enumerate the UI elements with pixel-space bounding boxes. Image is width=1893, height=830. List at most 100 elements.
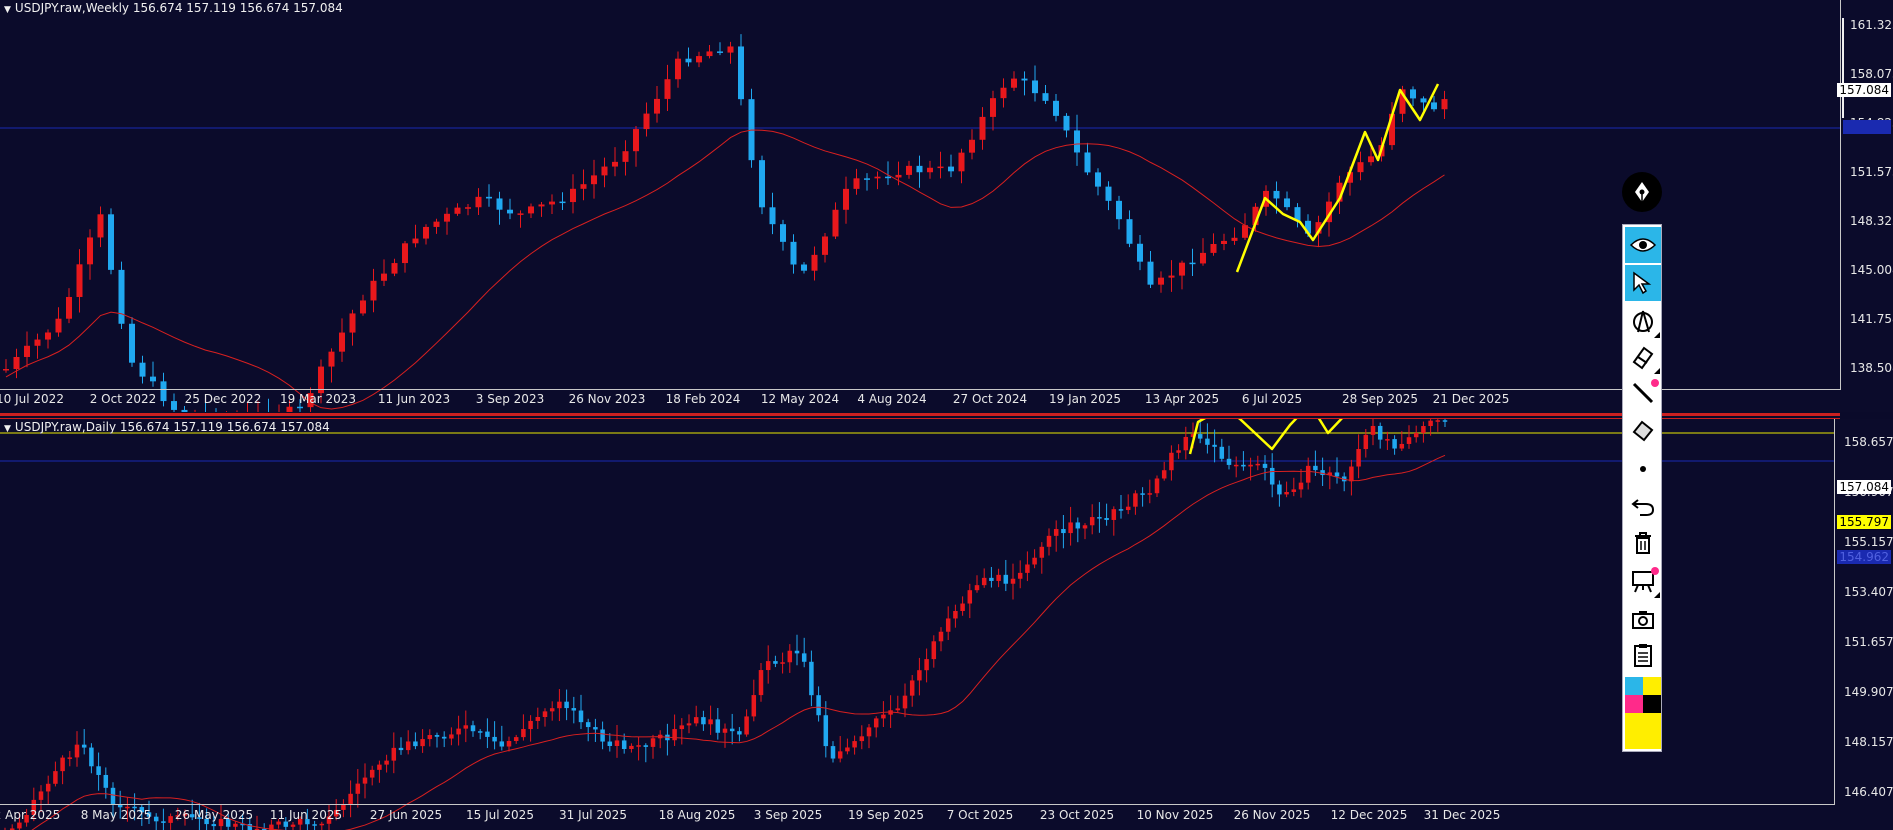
candle-body	[160, 381, 167, 402]
candle-body	[87, 237, 93, 265]
candle-body	[182, 814, 188, 816]
daily-candle-plot[interactable]	[0, 419, 1893, 830]
candle-body	[1431, 102, 1437, 110]
weekly-candle-plot[interactable]	[0, 0, 1893, 412]
pen-logo-icon[interactable]	[1622, 172, 1662, 212]
candle-body	[449, 734, 454, 739]
trash-icon[interactable]	[1625, 525, 1661, 561]
candle-body	[45, 783, 51, 792]
candle-body	[549, 201, 555, 205]
x-axis-tick: 11 Jun 2025	[269, 808, 343, 822]
x-axis-tick: 3 Sep 2025	[753, 808, 823, 822]
candle-body	[578, 710, 584, 723]
candle-body	[559, 201, 566, 204]
drawn-zigzag-annotation[interactable]	[1235, 83, 1440, 273]
candle-body	[1248, 464, 1253, 467]
candle-body	[1370, 425, 1376, 435]
collapse-triangle-icon[interactable]: ▼	[4, 424, 11, 434]
candle-body	[333, 809, 339, 817]
drawn-zigzag-annotation[interactable]	[1188, 419, 1432, 455]
candle-body	[1284, 491, 1289, 495]
y-axis-tick: 151.573	[1850, 165, 1893, 179]
candle-body	[931, 641, 937, 660]
current-color-yellow[interactable]	[1625, 713, 1661, 749]
candle-body	[1089, 517, 1095, 526]
color-swatch-yellow[interactable]	[1643, 677, 1661, 695]
candle-body	[269, 824, 274, 830]
color-palette[interactable]	[1625, 677, 1661, 749]
undo-icon[interactable]	[1625, 487, 1661, 523]
x-axis-tick: 25 Dec 2022	[184, 392, 262, 406]
candle-body	[1137, 243, 1143, 262]
candle-body	[240, 823, 245, 826]
candle-body	[751, 695, 757, 717]
candle-body	[1200, 252, 1206, 264]
candle-body	[433, 221, 440, 227]
clipboard-icon[interactable]	[1625, 637, 1661, 673]
line-tool-icon[interactable]	[1625, 375, 1661, 411]
board-icon[interactable]	[1625, 563, 1661, 599]
candle-body	[701, 717, 706, 725]
color-swatch-black[interactable]	[1643, 695, 1661, 713]
color-swatch-magenta[interactable]	[1625, 695, 1643, 713]
candle-body	[1095, 172, 1101, 187]
x-axis-tick: 12 May 2024	[760, 392, 840, 406]
weekly-title-text: USDJPY.raw,Weekly 156.674 157.119 156.67…	[14, 1, 343, 15]
candle-body	[715, 719, 721, 733]
candle-body	[654, 98, 660, 114]
candle-body	[1255, 463, 1261, 466]
cursor-icon[interactable]	[1625, 265, 1661, 301]
candle-body	[1262, 463, 1268, 468]
daily-chart-panel[interactable]: ▼ USDJPY.raw,Daily 156.674 157.119 156.67…	[0, 419, 1893, 830]
candle-body	[318, 366, 324, 394]
candle-body	[607, 741, 613, 746]
candle-body	[218, 818, 224, 827]
daily-x-axis-line	[0, 804, 1834, 805]
y-axis-tick: 138.508	[1850, 361, 1893, 375]
candle-body	[413, 741, 418, 747]
candle-body	[328, 351, 335, 367]
candle-body	[1385, 439, 1390, 441]
candle-body	[1349, 466, 1354, 482]
candle-body	[633, 129, 639, 152]
candle-body	[759, 160, 765, 208]
x-axis-tick: 13 Apr 2025	[1144, 392, 1220, 406]
candle-body	[974, 585, 980, 591]
drawing-toolbar	[1622, 224, 1662, 752]
candle-body	[717, 51, 723, 53]
candle-body	[1032, 80, 1038, 94]
highlighter-icon[interactable]	[1625, 413, 1661, 449]
candle-body	[909, 680, 915, 696]
camera-icon[interactable]	[1625, 601, 1661, 637]
candle-body	[953, 611, 958, 619]
candle-body	[307, 393, 314, 408]
candle-body	[832, 209, 839, 237]
candle-body	[1377, 425, 1383, 440]
daily-title-text: USDJPY.raw,Daily 156.674 157.119 156.674…	[14, 420, 330, 434]
weekly-chart-panel[interactable]: ▼ USDJPY.raw,Weekly 156.674 157.119 156.6…	[0, 0, 1893, 412]
candle-body	[441, 736, 447, 739]
candle-body	[1176, 450, 1181, 453]
candle-body	[765, 661, 771, 671]
color-swatch-cyan[interactable]	[1625, 677, 1643, 695]
candle-body	[866, 727, 872, 737]
candle-body	[55, 318, 62, 333]
candle-body	[125, 806, 130, 809]
candle-body	[801, 264, 807, 271]
candle-body	[837, 751, 843, 759]
compass-icon[interactable]	[1625, 303, 1661, 339]
candle-body	[1197, 434, 1203, 439]
daily-chart-title: ▼ USDJPY.raw,Daily 156.674 157.119 156.67…	[0, 419, 330, 435]
dot-size-icon[interactable]	[1625, 451, 1661, 487]
eraser-highlighter-icon[interactable]	[1625, 339, 1661, 375]
collapse-triangle-icon[interactable]: ▼	[4, 5, 11, 15]
candle-body	[1140, 493, 1145, 495]
candle-body	[895, 174, 902, 178]
weekly-chart-title: ▼ USDJPY.raw,Weekly 156.674 157.119 156.6…	[0, 0, 343, 16]
candle-body	[924, 659, 929, 671]
candle-body	[1053, 529, 1059, 536]
x-axis-tick: 12 Dec 2025	[1330, 808, 1408, 822]
candle-body	[1125, 506, 1131, 511]
daily-y-axis-line	[1834, 419, 1835, 805]
eye-icon[interactable]	[1625, 227, 1661, 263]
